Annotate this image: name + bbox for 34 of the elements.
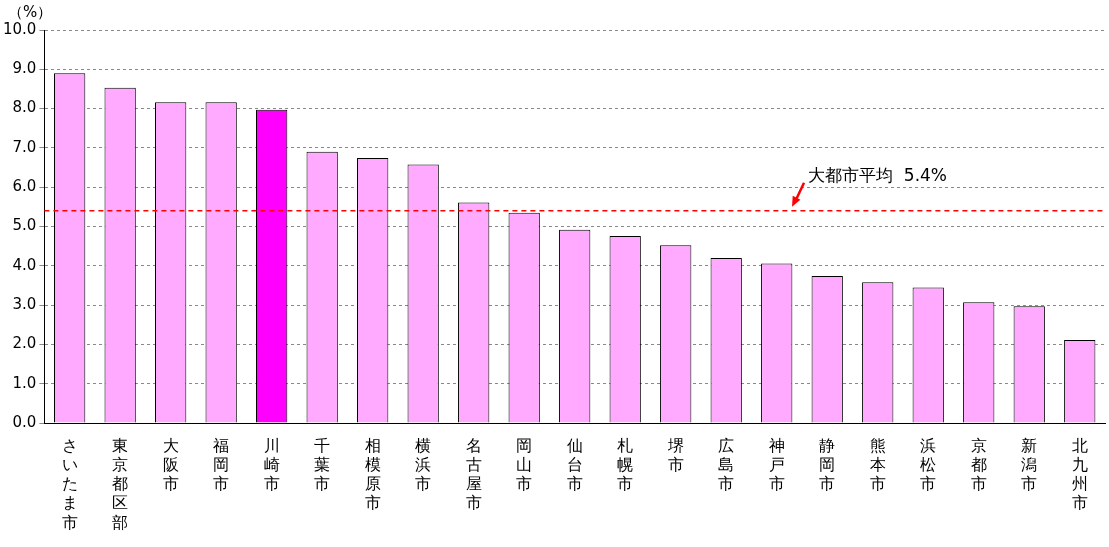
x-tick-label: 仙台市 [566, 435, 583, 494]
x-tick-label: 神戸市 [768, 435, 785, 494]
x-tick-label: 横浜市 [415, 435, 432, 494]
x-tick-label: 広島市 [718, 435, 735, 494]
x-tick-label: 熊本市 [869, 435, 886, 494]
y-tick-label: 5.0 [12, 216, 37, 235]
y-tick-label: 6.0 [12, 177, 37, 196]
x-tick-label: 静岡市 [819, 435, 836, 494]
x-tick-label: 岡山市 [516, 435, 533, 494]
y-axis-title: （%） [8, 3, 53, 22]
x-tick-label: 川崎市 [263, 435, 280, 494]
x-tick-label: さいたま市 [61, 435, 78, 532]
x-tick-label: 札幌市 [617, 435, 634, 494]
y-tick-label: 1.0 [12, 373, 37, 392]
x-tick-label: 名古屋市 [465, 435, 482, 513]
y-tick-label: 2.0 [12, 334, 37, 353]
x-tick-label: 福岡市 [213, 435, 230, 494]
y-tick-label: 4.0 [12, 255, 37, 274]
x-tick-label: 堺市 [666, 435, 684, 474]
y-tick-label: 0.0 [12, 412, 37, 431]
ref-line-label: 大都市平均 5.4% [808, 165, 948, 186]
x-tick-label: 千葉市 [314, 435, 331, 494]
y-tick-label: 3.0 [12, 294, 37, 313]
y-tick-label: 7.0 [12, 137, 37, 156]
x-tick-label: 新潟市 [1021, 435, 1038, 494]
x-tick-label: 大阪市 [162, 435, 179, 494]
x-tick-label: 相模原市 [364, 435, 381, 513]
y-tick-label: 9.0 [12, 59, 37, 78]
y-tick-label: 8.0 [12, 98, 37, 117]
x-tick-label: 東京都区部 [112, 435, 129, 532]
x-tick-label: 浜松市 [920, 435, 937, 494]
x-tick-label: 京都市 [970, 435, 987, 494]
y-tick-label: 10.0 [2, 19, 37, 38]
x-tick-label: 北九州市 [1071, 435, 1088, 513]
